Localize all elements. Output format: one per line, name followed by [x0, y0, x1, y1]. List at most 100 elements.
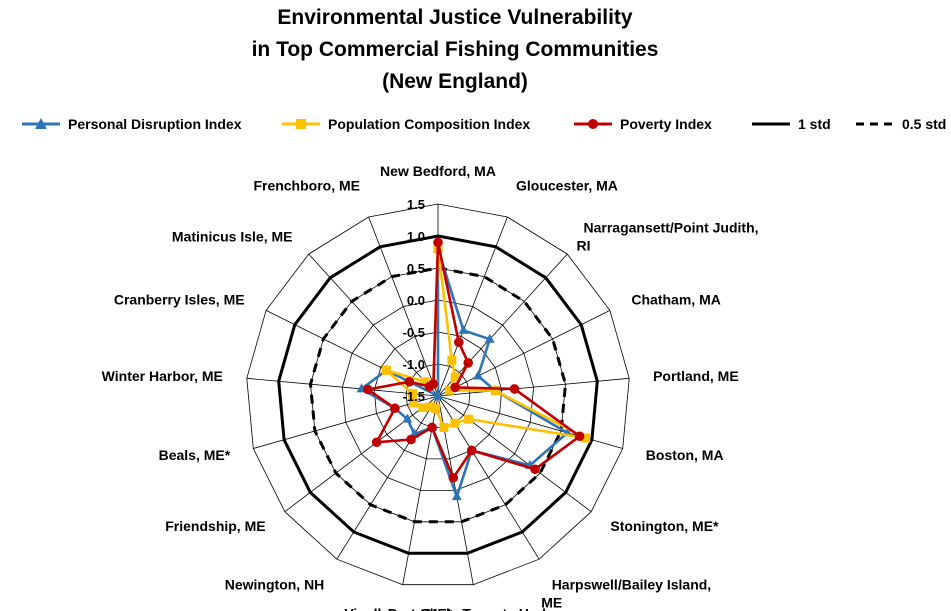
legend-item-poverty-index: Poverty Index	[574, 112, 712, 136]
legend-swatch-1-std	[752, 122, 790, 126]
category-label-line: RI	[577, 237, 591, 253]
grid-spoke-11	[284, 395, 439, 513]
point-poverty-index-boston-ma	[574, 431, 585, 442]
legend-swatch-population-composition-index	[282, 119, 320, 129]
legend-swatch-personal-disruption-index	[22, 118, 60, 129]
point-personal-disruption-index-frenchboro-me	[433, 390, 443, 400]
legend-swatch-0-5-std	[856, 122, 894, 126]
std-reference-lines	[277, 234, 599, 555]
category-label-line: Cranberry Isles, ME	[114, 292, 245, 308]
category-label-line: Chatham, MA	[631, 292, 720, 308]
category-label-line: Harpswell/Bailey Island,	[552, 577, 712, 593]
reference-ring-1-std	[277, 234, 599, 555]
legend-item-0-5-std: 0.5 std	[856, 112, 946, 136]
legend-label-personal-disruption-index: Personal Disruption Index	[68, 116, 242, 132]
category-label-vinalhaven-me: Vinalhaven, ME*	[344, 605, 452, 611]
chart-title: Environmental Justice Vulnerability in T…	[0, 2, 910, 98]
category-label-line: Beals, ME*	[159, 447, 231, 463]
point-poverty-index-stonington-me	[530, 464, 540, 475]
grid-spoke-6	[437, 395, 592, 513]
point-personal-disruption-index-narragansett-point-judith-ri	[484, 333, 495, 343]
category-label-beals-me: Beals, ME*	[159, 447, 231, 463]
category-label-harpswell-bailey-island-me: Harpswell/Bailey Island, ME	[541, 577, 711, 611]
point-population-composition-index-cranberry-isles-me	[381, 365, 391, 375]
point-poverty-index-newington-nh	[406, 434, 416, 445]
category-label-line: Winter Harbor, ME	[102, 368, 223, 384]
tick-label-2: 0.5	[407, 261, 425, 276]
category-label-winter-harbor-me: Winter Harbor, ME	[102, 368, 223, 384]
point-personal-disruption-index-chatham-ma	[473, 370, 484, 380]
point-poverty-index-harpswell-bailey-island-me	[466, 445, 477, 456]
point-poverty-index-narragansett-point-judith-ri	[463, 358, 473, 368]
category-label-line: Friendship, ME	[165, 518, 265, 534]
tick-label-1: 1.0	[407, 229, 425, 244]
point-poverty-index-portland-me	[509, 384, 520, 394]
category-label-portland-me: Portland, ME	[653, 368, 739, 384]
point-personal-disruption-index-friendship-me	[402, 413, 413, 423]
legend-label-poverty-index: Poverty Index	[620, 116, 712, 132]
category-label-narragansett-point-judith-ri: Narragansett/Point Judith, RI	[577, 219, 759, 253]
point-poverty-index-frenchboro-me	[428, 379, 439, 389]
point-population-composition-index-newington-nh	[426, 402, 436, 412]
legend-label-1-std: 1 std	[798, 116, 831, 132]
category-label-line: New Bedford, MA	[380, 163, 496, 179]
category-label-port-clyde-tenants-harbor-me: Port Clyde-Tenants Harbor,ME	[388, 605, 568, 611]
point-population-composition-index-chatham-ma	[444, 385, 454, 395]
category-label-gloucester-ma: Gloucester, MA	[516, 178, 618, 194]
point-poverty-index-gloucester-ma	[454, 337, 464, 348]
category-label-line: ME	[541, 595, 562, 611]
series-poverty-index	[363, 237, 585, 483]
radial-tick-labels: 1.5 1.0 0.5 0.0 -0.5 -1.0 -1.5	[403, 197, 425, 404]
tick-label-3: 0.0	[407, 293, 425, 308]
category-label-stonington-me: Stonington, ME*	[610, 518, 719, 534]
category-labels: New Bedford, MA Gloucester, MA Narraganset…	[102, 163, 759, 611]
category-label-chatham-ma: Chatham, MA	[631, 292, 720, 308]
chart-title-line-2: in Top Commercial Fishing Communities	[251, 38, 659, 61]
legend-label-0-5-std: 0.5 std	[902, 116, 947, 132]
category-label-friendship-me: Friendship, ME	[165, 518, 265, 534]
category-label-line: Narragansett/Point Judith,	[584, 219, 759, 235]
category-label-matinicus-isle-me: Matinicus Isle, ME	[172, 228, 293, 244]
legend-swatch-poverty-index	[574, 119, 612, 129]
point-population-composition-index-gloucester-ma	[447, 355, 457, 365]
legend-item-personal-disruption-index: Personal Disruption Index	[22, 112, 241, 136]
category-label-line: Stonington, ME*	[610, 518, 719, 534]
point-poverty-index-vinalhaven-me	[427, 422, 437, 433]
category-label-boston-ma: Boston, MA	[646, 447, 724, 463]
category-label-line: Portland, ME	[653, 368, 739, 384]
grid-ring-5	[246, 203, 630, 586]
point-poverty-index-beals-me	[390, 403, 400, 414]
chart-title-line-1: Environmental Justice Vulnerability	[277, 6, 633, 29]
tick-label-6: -1.5	[403, 389, 425, 404]
category-label-line: Matinicus Isle, ME	[172, 228, 293, 244]
category-label-new-bedford-ma: New Bedford, MA	[380, 163, 496, 179]
tick-label-0: 1.5	[407, 197, 425, 212]
point-poverty-index-chatham-ma	[450, 382, 460, 393]
point-population-composition-index-port-clyde-tenants-harbor-me	[439, 422, 449, 432]
category-label-line: Gloucester, MA	[516, 178, 618, 194]
point-population-composition-index-harpswell-bailey-island-me	[450, 418, 460, 428]
category-label-line: Port Clyde-Tenants Harbor,	[388, 605, 568, 611]
point-population-composition-index-stonington-me	[464, 414, 474, 424]
point-population-composition-index-winter-harbor-me	[408, 389, 418, 399]
category-label-frenchboro-me: Frenchboro, ME	[253, 178, 360, 194]
point-poverty-index-port-clyde-tenants-harbor-me	[448, 472, 459, 483]
grid-ring-2	[341, 299, 535, 491]
point-population-composition-index-beals-me	[408, 398, 418, 408]
tick-label-5: -1.0	[403, 357, 425, 372]
point-population-composition-index-boston-ma	[581, 433, 591, 443]
legend-item-population-composition-index: Population Composition Index	[282, 112, 530, 136]
reference-ring-0-5-std	[308, 266, 568, 524]
grid-ring-1	[373, 331, 503, 460]
category-label-cranberry-isles-me: Cranberry Isles, ME	[114, 292, 245, 308]
tick-label-4: -0.5	[403, 325, 425, 340]
category-label-line: Boston, MA	[646, 447, 724, 463]
series-lines	[356, 237, 591, 501]
category-label-line: Vinalhaven, ME*	[344, 605, 452, 611]
point-poverty-index-winter-harbor-me	[363, 384, 373, 395]
legend-item-1-std: 1 std	[752, 112, 831, 136]
point-poverty-index-cranberry-isles-me	[404, 376, 415, 387]
series-line-poverty-index	[366, 241, 581, 480]
category-label-newington-nh: Newington, NH	[225, 577, 325, 593]
